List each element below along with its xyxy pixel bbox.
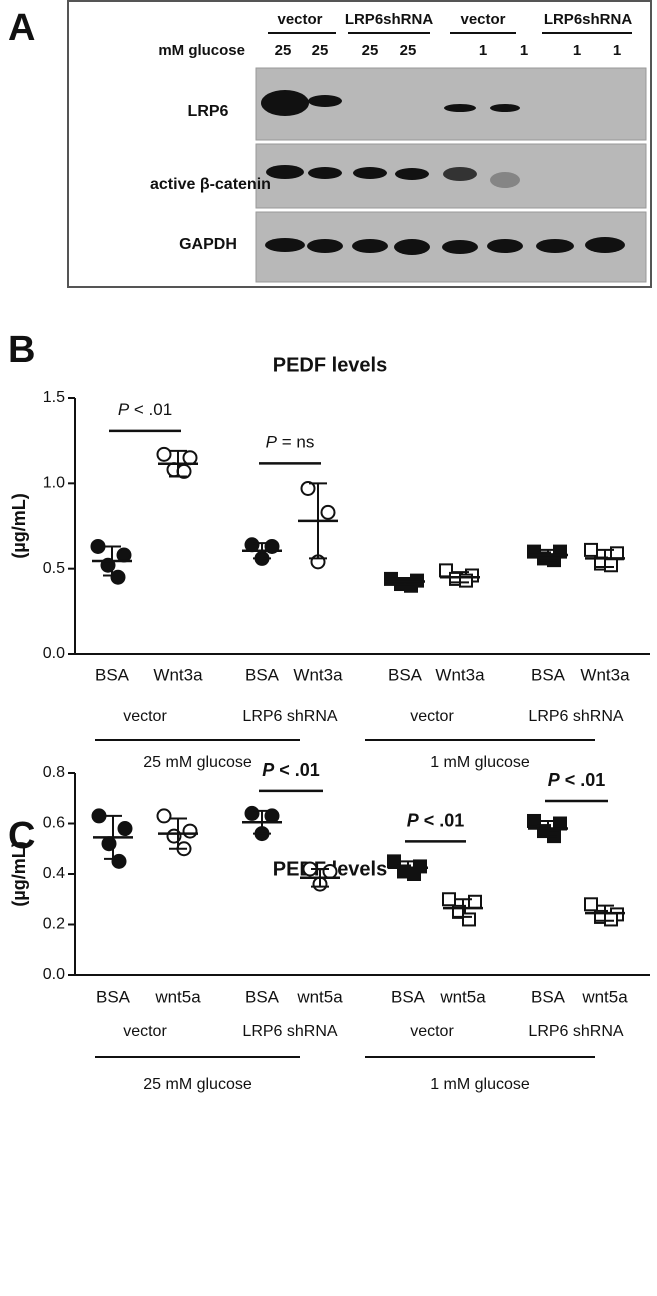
p-value: < .01: [279, 760, 320, 780]
significance-label: P < .01: [262, 760, 320, 780]
x-tick-label: Wnt3a: [580, 665, 630, 684]
glucose-label: 1 mM glucose: [430, 1076, 530, 1093]
data-point: [111, 853, 127, 869]
x-tick-label: BSA: [95, 665, 130, 684]
lane-label: 25: [275, 42, 292, 59]
glucose-label: 25 mM glucose: [143, 754, 252, 771]
p-symbol: P: [266, 433, 278, 452]
condition-label: LRP6 shRNA: [242, 1023, 337, 1040]
data-point: [116, 547, 132, 563]
panel-letter: B: [8, 329, 35, 371]
data-point: [110, 569, 126, 585]
lane-label: 25: [362, 42, 379, 59]
p-symbol: P: [118, 400, 130, 419]
y-tick-label: 0.6: [43, 815, 65, 832]
row-label: active β-catenin: [150, 176, 271, 193]
p-value: < .01: [565, 770, 606, 790]
x-tick-label: Wnt3a: [153, 665, 203, 684]
significance-label: P < .01: [407, 810, 465, 830]
blot-bands: [261, 90, 625, 255]
data-point: [182, 450, 198, 466]
p-value: < .01: [424, 810, 465, 830]
data-point: [300, 480, 316, 496]
data-point: [156, 808, 172, 824]
significance-label: P < .01: [118, 400, 172, 419]
x-tick-label: BSA: [96, 987, 131, 1006]
condition-label: LRP6 shRNA: [528, 708, 623, 725]
data-point: [462, 912, 476, 927]
data-point: [91, 808, 107, 824]
significance-label: P = ns: [266, 433, 315, 452]
condition-label: LRP6 shRNA: [528, 1023, 623, 1040]
data-point: [604, 558, 618, 573]
glucose-label: 25 mM glucose: [143, 1076, 252, 1093]
y-tick-label: 0.8: [43, 764, 65, 781]
data-point: [320, 504, 336, 520]
x-tick-label: BSA: [391, 987, 426, 1006]
data-point: [604, 912, 618, 927]
panel-letter: C: [8, 815, 35, 857]
group-label: vector: [277, 11, 322, 28]
x-tick-label: Wnt3a: [435, 665, 485, 684]
glucose-label: 1 mM glucose: [430, 754, 530, 771]
condition-label: vector: [410, 708, 454, 725]
x-tick-label: BSA: [245, 987, 280, 1006]
glucose-label: mM glucose: [158, 42, 245, 59]
x-tick-label: BSA: [388, 665, 423, 684]
y-tick-label: 0.5: [43, 560, 65, 577]
condition-label: LRP6 shRNA: [242, 708, 337, 725]
y-tick-label: 0.0: [43, 966, 65, 983]
group-label: LRP6shRNA: [345, 11, 434, 28]
y-tick-label: 0.4: [43, 865, 65, 882]
y-axis-label: (µg/mL): [9, 841, 29, 906]
condition-label: vector: [123, 708, 167, 725]
data-point: [584, 897, 598, 912]
data-point: [156, 446, 172, 462]
lane-label: 1: [479, 42, 487, 59]
lane-label: 25: [312, 42, 329, 59]
data-point: [182, 823, 198, 839]
x-tick-label: wnt5a: [154, 987, 201, 1006]
data-point: [468, 894, 482, 909]
x-tick-label: BSA: [531, 665, 566, 684]
condition-label: vector: [410, 1023, 454, 1040]
significance-label: P < .01: [548, 770, 606, 790]
x-tick-label: wnt5a: [581, 987, 628, 1006]
x-tick-label: wnt5a: [296, 987, 343, 1006]
y-tick-label: 1.5: [43, 389, 65, 406]
y-axis-label: (µg/mL): [9, 493, 29, 558]
data-point: [244, 537, 260, 553]
y-tick-label: 1.0: [43, 475, 65, 492]
x-tick-label: Wnt3a: [293, 665, 343, 684]
p-symbol: P: [407, 810, 420, 830]
data-point: [117, 821, 133, 837]
data-point: [244, 805, 260, 821]
group-label: LRP6shRNA: [544, 11, 633, 28]
lane-label: 1: [520, 42, 528, 59]
row-label: LRP6: [188, 103, 229, 120]
y-tick-label: 0.2: [43, 916, 65, 933]
data-point: [90, 538, 106, 554]
data-point: [584, 542, 598, 557]
row-label: GAPDH: [179, 236, 237, 253]
data-point: [322, 863, 338, 879]
x-tick-label: BSA: [245, 665, 280, 684]
y-tick-label: 0.0: [43, 645, 65, 662]
lane-label: 1: [573, 42, 581, 59]
chart-title: PEDF levels: [273, 354, 388, 376]
panel-letter: A: [8, 7, 35, 49]
x-tick-label: BSA: [531, 987, 566, 1006]
x-tick-label: wnt5a: [439, 987, 486, 1006]
p-symbol: P: [262, 760, 275, 780]
p-value: < .01: [134, 400, 172, 419]
p-symbol: P: [548, 770, 561, 790]
lane-label: 25: [400, 42, 417, 59]
lane-label: 1: [613, 42, 621, 59]
group-label: vector: [460, 11, 505, 28]
p-value: = ns: [282, 433, 315, 452]
condition-label: vector: [123, 1023, 167, 1040]
data-point: [442, 892, 456, 907]
